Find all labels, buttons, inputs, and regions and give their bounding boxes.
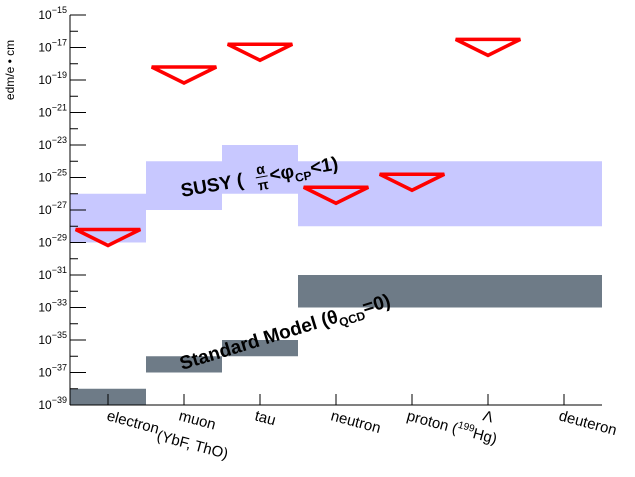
susy-frac-num: α — [255, 160, 267, 177]
y-tick-label: 10−29 — [38, 233, 67, 250]
x-ticks — [107, 394, 565, 405]
susy-band-segment-2 — [222, 145, 298, 194]
limit-marker-electron — [74, 227, 142, 248]
y-tick-label: 10−37 — [38, 363, 67, 380]
susy-frac-bar — [255, 175, 268, 179]
sm-band-segment-1 — [146, 356, 222, 373]
y-tick-label: 10−35 — [38, 330, 67, 347]
y-tick-label: 10−19 — [38, 70, 67, 87]
y-axis-label: edm/e • cm — [3, 40, 17, 100]
y-tick-label: 10−15 — [38, 5, 67, 22]
limit-marker-proton — [378, 172, 446, 193]
susy-band-segment-0 — [70, 193, 146, 243]
category-label-muon: muon — [177, 407, 218, 433]
sm-band-segment-3 — [298, 275, 602, 308]
limit-marker-tau — [226, 42, 294, 63]
sm-band — [70, 275, 602, 405]
susy-label-tail: <φCP<1) — [268, 154, 340, 190]
category-labels: electron(YbF, ThO)muon tau neutron proton (… — [105, 407, 619, 462]
y-tick-label: 10−25 — [38, 168, 67, 185]
sm-band-label: Standard Model (θQCD=0) — [177, 291, 394, 378]
y-tick-label: 10−17 — [38, 38, 67, 55]
y-tick-label: 10−33 — [38, 298, 67, 315]
category-label-lambda: Λ — [481, 407, 495, 426]
limit-marker-lambda — [454, 37, 522, 58]
limit-marker-neutron — [302, 185, 370, 206]
y-tick-label: 10−27 — [38, 200, 67, 217]
category-sublabel-electron: (YbF, ThO) — [155, 427, 230, 462]
category-label-neutron: neutron — [329, 407, 383, 437]
limit-markers — [74, 37, 522, 248]
susy-band — [70, 145, 602, 243]
susy-band-segment-1 — [146, 161, 222, 210]
susy-frac-den: π — [256, 176, 270, 194]
limit-marker-muon — [150, 65, 218, 85]
y-tick-label: 10−31 — [38, 265, 67, 282]
sm-band-segment-2 — [222, 340, 298, 357]
y-tick-label: 10−21 — [38, 103, 67, 120]
y-tick-label: 10−23 — [38, 135, 67, 152]
category-label-electron: electron — [105, 407, 161, 437]
category-label-tau: tau — [253, 407, 278, 429]
y-tick-label: 10−39 — [38, 395, 67, 412]
category-label-deuteron: deuteron — [557, 407, 619, 439]
y-ticks: 10−39 10−37 10−35 10−33 10−31 10−29 10−27 10−25… — [38, 5, 86, 412]
susy-band-segment-3 — [298, 161, 602, 227]
